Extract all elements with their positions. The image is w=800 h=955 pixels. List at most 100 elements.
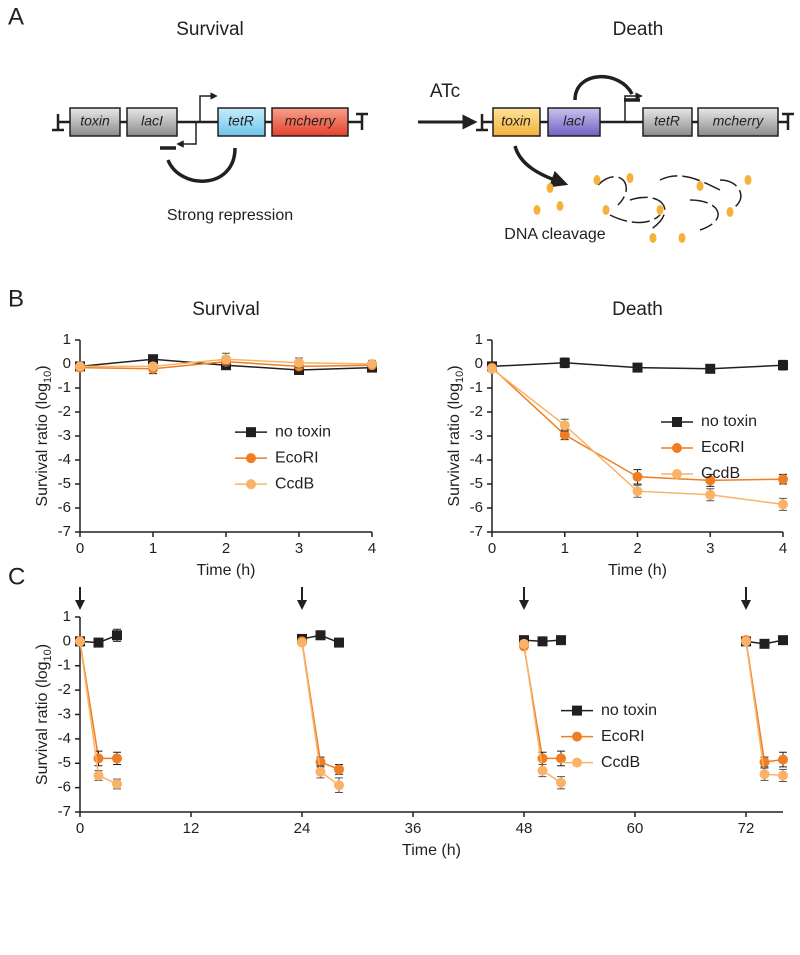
legend-marker: [572, 705, 582, 716]
arrow: [513, 145, 569, 188]
x-tick-label: 48: [516, 820, 533, 837]
y-tick-label: -4: [58, 730, 71, 747]
legend-label: EcoRI: [701, 439, 745, 456]
gene-box: [697, 107, 779, 137]
data-point: [778, 770, 788, 781]
gene-label: mcherry: [713, 113, 765, 129]
data-point: [315, 766, 326, 777]
data-point: [778, 754, 788, 765]
data-point: [556, 777, 566, 788]
x-tick-label: 0: [76, 820, 84, 837]
x-tick-label: 2: [222, 540, 230, 557]
gene-box: [642, 107, 693, 137]
x-tick-label: 3: [295, 540, 303, 557]
data-point: [778, 635, 788, 646]
y-tick-label: -7: [58, 803, 71, 820]
legend-label: no toxin: [275, 423, 331, 440]
gene-box: [547, 107, 601, 137]
y-tick-label: -3: [58, 427, 71, 444]
promoter: [624, 92, 643, 122]
y-tick-label: -5: [470, 475, 483, 492]
legend-marker: [572, 757, 582, 768]
promoter: [176, 122, 197, 148]
y-axis-label: Survival ratio (log10): [34, 365, 54, 506]
x-axis-label: Time (h): [402, 842, 461, 859]
data-point: [112, 630, 122, 641]
data-point: [559, 420, 570, 431]
data-point: [759, 769, 770, 780]
chart-title: Death: [612, 299, 663, 320]
x-tick-label: 1: [149, 540, 157, 557]
series-line: [79, 634, 784, 645]
legend-marker: [672, 469, 682, 479]
y-axis-label-close: ): [34, 365, 51, 370]
data-point: [759, 757, 770, 768]
data-point: [519, 638, 529, 649]
legend-label: CcdB: [601, 754, 640, 771]
panel-label: B: [8, 285, 24, 312]
cleavage-dots: [533, 173, 752, 243]
data-point: [537, 753, 548, 764]
series-line: [79, 640, 784, 771]
x-tick-label: 4: [779, 540, 787, 557]
gene-box: [271, 107, 349, 137]
diagram: Survival Death ATc toxin lacI tetR mcher…: [52, 19, 794, 243]
y-tick-label: 0: [63, 632, 71, 649]
y-tick-label: -1: [58, 657, 71, 674]
x-axis-label: Time (h): [608, 562, 667, 579]
data-point: [334, 637, 344, 648]
data-point: [112, 778, 122, 789]
y-tick-label: 1: [475, 331, 483, 348]
gene-box: [217, 107, 266, 137]
dna-fragments: [597, 175, 742, 231]
y-tick-label: -5: [58, 754, 71, 771]
gene-box: [126, 107, 178, 137]
y-tick-label: 0: [63, 355, 71, 372]
diagram-note: DNA cleavage: [504, 226, 605, 243]
y-axis-label-text: Survival ratio (log: [34, 661, 51, 785]
arrow-label: ATc: [430, 81, 460, 102]
data-point: [705, 489, 716, 500]
gene-label: tetR: [654, 113, 680, 129]
terminator: [56, 112, 368, 130]
y-tick-label: -6: [58, 499, 71, 516]
promoter: [199, 92, 218, 122]
y-axis-label-text: Survival ratio (log: [34, 383, 51, 507]
x-tick-label: 0: [488, 540, 496, 557]
y-tick-label: -1: [58, 379, 71, 396]
y-tick-label: -2: [470, 403, 483, 420]
data-point: [315, 630, 326, 641]
y-axis-label: Survival ratio (log10): [446, 365, 466, 506]
data-point: [632, 471, 643, 482]
y-tick-label: 1: [63, 608, 71, 625]
gene-label: lacI: [563, 113, 585, 129]
data-point: [297, 637, 307, 648]
legend-label: CcdB: [701, 465, 740, 482]
y-tick-label: -3: [470, 427, 483, 444]
legend-label: EcoRI: [275, 449, 319, 466]
gene-label: toxin: [501, 113, 531, 129]
y-tick-label: -4: [58, 451, 71, 468]
x-tick-label: 24: [294, 820, 311, 837]
data-point: [148, 361, 158, 372]
data-point: [334, 764, 344, 775]
y-tick-label: 1: [63, 331, 71, 348]
x-tick-label: 3: [706, 540, 714, 557]
y-tick-label: -5: [58, 475, 71, 492]
y-tick-label: -6: [470, 499, 483, 516]
data-point: [93, 770, 104, 781]
x-tick-label: 36: [405, 820, 422, 837]
legend-label: CcdB: [275, 475, 314, 492]
diagram-note: Strong repression: [167, 207, 293, 224]
gene-label: toxin: [80, 113, 110, 129]
y-tick-label: 0: [475, 355, 483, 372]
x-tick-label: 1: [561, 540, 569, 557]
data-point: [741, 636, 751, 647]
series-line: [79, 641, 784, 786]
diagram-title: Death: [613, 19, 664, 40]
data-point: [559, 429, 570, 440]
data-point: [112, 753, 122, 764]
panel-label: A: [8, 3, 24, 30]
data-point: [559, 357, 570, 368]
data-point: [556, 753, 566, 764]
